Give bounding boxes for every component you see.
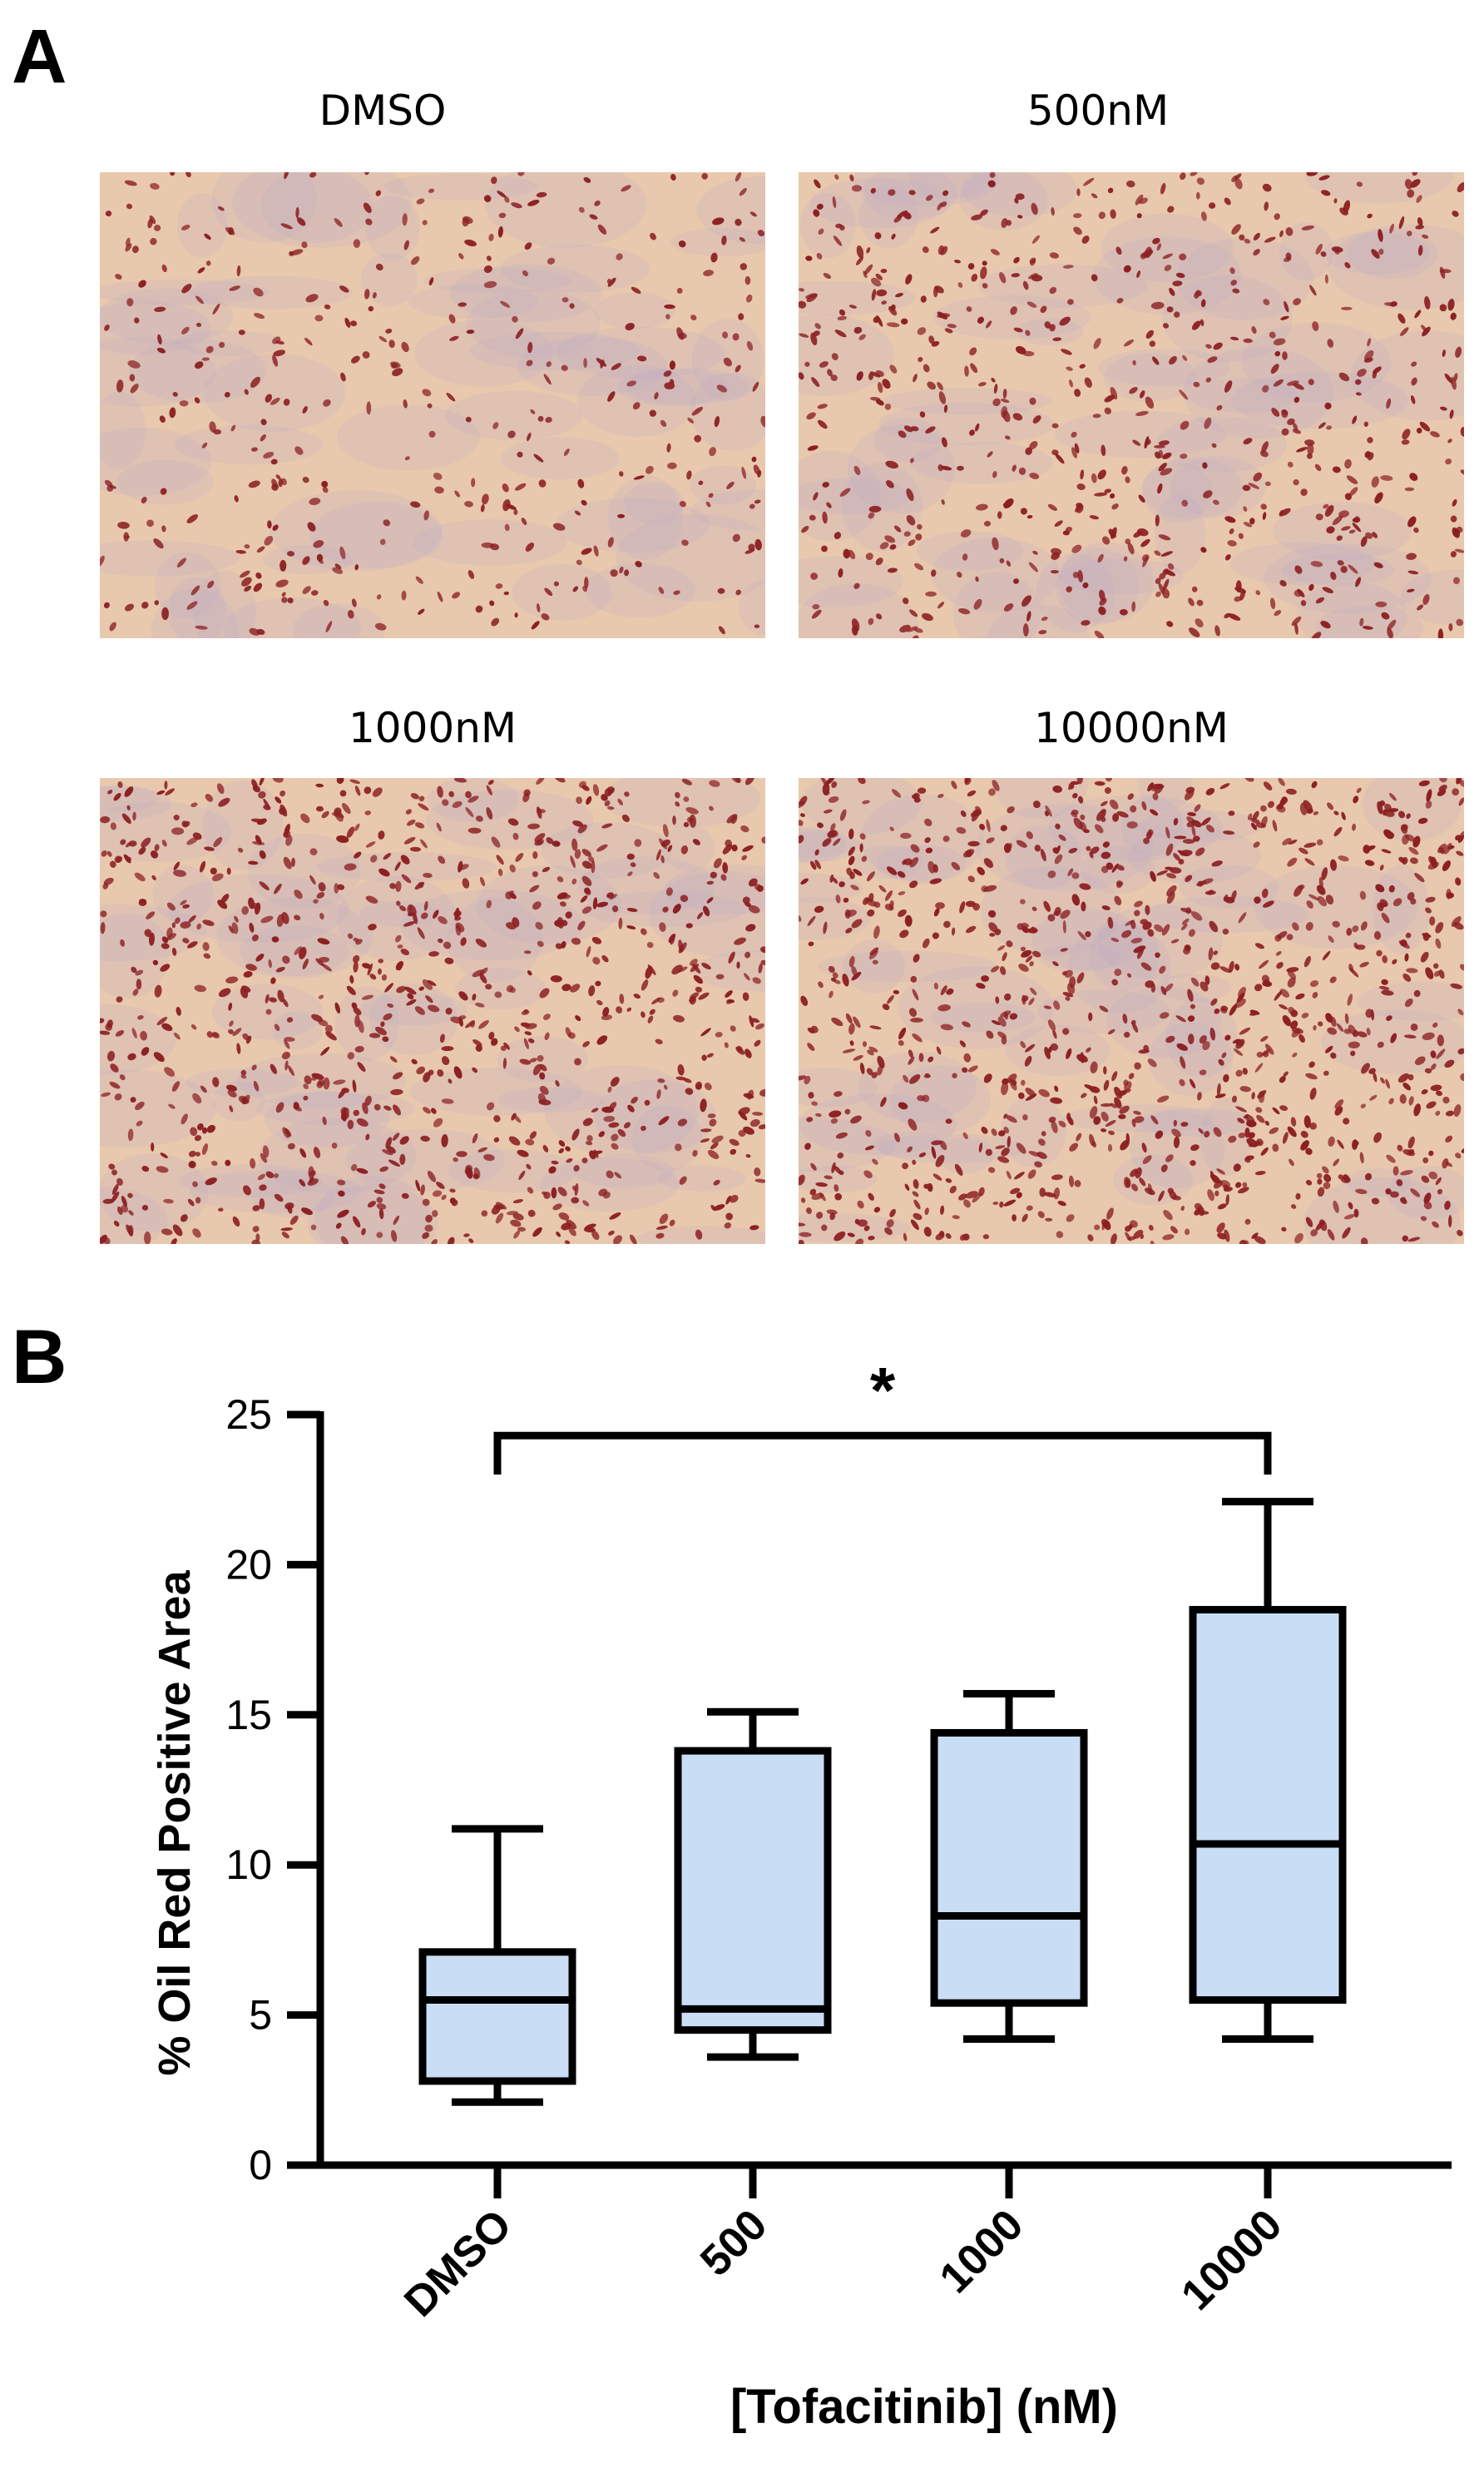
box-500 [674,1707,832,2061]
micrograph-500nm [799,172,1464,638]
box-dmso [418,1825,576,2106]
micrograph-1000nm [100,778,765,1244]
significance-bracket [493,1431,1272,1475]
x-tick-label: 10000 [1172,2200,1291,2319]
box-iqr [930,1728,1088,2007]
y-tick-label: 25 [225,1391,272,1438]
box-iqr [418,1948,576,2085]
box-iqr [674,1747,832,2034]
image-title-500nm: 500nM [1026,87,1170,135]
micrograph-10000nm [799,778,1464,1244]
box-iqr [1189,1606,1347,2005]
box-10000 [1189,1498,1347,2043]
image-title-1000nm: 1000nM [348,704,517,752]
image-title-dmso: DMSO [319,87,447,135]
micrograph-dmso [100,172,765,638]
y-axis-title: % Oil Red Positive Area [150,1569,200,2075]
micrograph-texture [100,172,765,638]
box-plot-chart: 0 5 10 15 20 25 DMSO 500 1000 10000 * % Oil Red Pos… [150,1353,1452,2434]
significance-marker: * [870,1353,896,1426]
x-tick-label: 1000 [931,2200,1033,2302]
image-title-10000nm: 10000nM [1034,704,1229,752]
panel-b-label: B [12,1315,67,1400]
y-tick-label: 5 [249,1992,272,2039]
micrograph-texture [799,778,1464,1244]
y-tick-label: 20 [225,1541,272,1588]
y-tick-label: 10 [225,1841,272,1888]
y-tick-label: 0 [249,2142,272,2188]
panel-a-label: A [12,14,67,99]
x-axis-title: [Tofacitinib] (nM) [730,2380,1118,2434]
x-tick-label: DMSO [395,2200,521,2326]
micrograph-texture [799,172,1464,638]
micrograph-texture [100,778,765,1244]
x-tick-label: 500 [691,2200,776,2285]
y-tick-label: 15 [225,1692,272,1738]
box-1000 [930,1690,1088,2043]
